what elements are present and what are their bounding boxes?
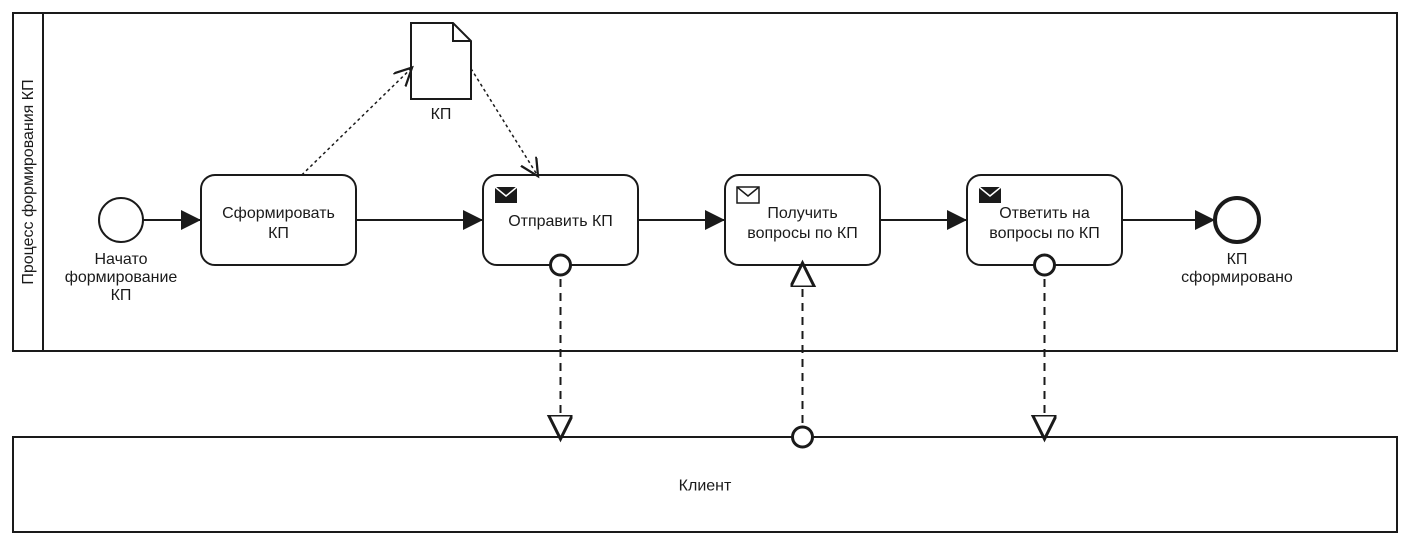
svg-text:Отправить КП: Отправить КП xyxy=(508,213,613,230)
svg-text:сформировано: сформировано xyxy=(1181,269,1293,286)
svg-text:КП: КП xyxy=(268,225,289,242)
svg-text:вопросы по КП: вопросы по КП xyxy=(989,225,1099,242)
svg-text:формирование: формирование xyxy=(65,269,178,286)
pool-client-title: Клиент xyxy=(679,478,732,495)
bpmn-diagram: Процесс формирования КП Клиент Начатоформи… xyxy=(5,5,1405,546)
svg-text:Сформировать: Сформировать xyxy=(222,205,335,222)
svg-text:Начато: Начато xyxy=(94,251,147,268)
svg-text:вопросы по КП: вопросы по КП xyxy=(747,225,857,242)
svg-text:КП: КП xyxy=(1227,251,1248,268)
svg-text:Ответить на: Ответить на xyxy=(999,205,1090,222)
data-association xyxy=(302,69,411,175)
svg-text:Получить: Получить xyxy=(767,205,837,222)
pool-main-title: Процесс формирования КП xyxy=(20,79,37,284)
start-event xyxy=(99,198,143,242)
end-event xyxy=(1215,198,1259,242)
data-association xyxy=(471,69,537,175)
svg-text:КП: КП xyxy=(111,287,132,304)
svg-text:КП: КП xyxy=(431,106,452,123)
data-object-kp xyxy=(411,23,471,99)
